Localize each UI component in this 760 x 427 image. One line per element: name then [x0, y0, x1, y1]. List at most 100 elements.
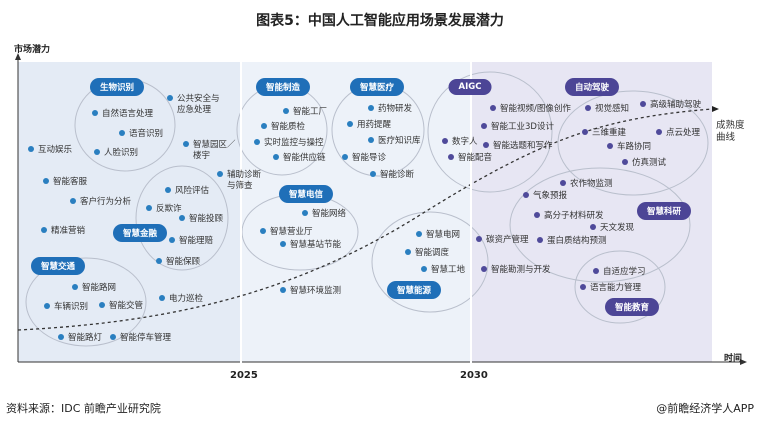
application-item-label: 智能交管 — [109, 301, 144, 311]
bullet-dot-icon — [580, 283, 586, 290]
bullet-dot-icon — [261, 122, 267, 129]
application-item-label: 风险评估 — [175, 186, 210, 196]
bullet-dot-icon — [607, 142, 613, 149]
application-item: 自适应学习 — [593, 267, 646, 278]
application-item-label: 蛋白质结构预测 — [547, 236, 607, 246]
bullet-dot-icon — [167, 94, 173, 101]
application-item-label: 智慧园区／ — [193, 140, 236, 150]
application-item-label: 智慧基站节能 — [290, 240, 342, 250]
application-item: 智能质检 — [261, 122, 305, 133]
x-axis-arrow-icon — [740, 359, 747, 365]
application-item-label: 视觉感知 — [595, 104, 630, 114]
application-item: 公共安全与 应急处理 — [167, 94, 220, 116]
category-tag: 自动驾驶 — [564, 78, 620, 96]
application-item-label: 自适应学习 — [603, 267, 646, 277]
bullet-dot-icon — [28, 145, 34, 152]
bullet-dot-icon — [58, 333, 64, 340]
application-item: 智能路灯 — [58, 333, 102, 344]
bullet-dot-icon — [273, 153, 279, 160]
application-item-label: 公共安全与 — [177, 94, 220, 104]
category-tag: 智能教育 — [604, 298, 660, 316]
bullet-dot-icon — [280, 240, 286, 247]
bullet-dot-icon — [302, 209, 308, 216]
application-item: 农作物监测 — [560, 179, 613, 190]
bullet-dot-icon — [421, 265, 427, 272]
application-item-label: 医疗知识库 — [378, 136, 421, 146]
bullet-dot-icon — [99, 301, 105, 308]
application-item: 蛋白质结构预测 — [537, 236, 607, 247]
application-item-label: 智能工业3D设计 — [491, 122, 554, 132]
bullet-dot-icon — [416, 230, 422, 237]
bullet-dot-icon — [156, 257, 162, 264]
bullet-dot-icon — [283, 107, 289, 114]
bullet-dot-icon — [448, 153, 454, 160]
bullet-dot-icon — [490, 104, 496, 111]
application-item-label: 楼宇 — [193, 151, 211, 161]
application-item-label: 农作物监测 — [570, 179, 613, 189]
application-item-label: 智能工厂 — [293, 107, 328, 117]
divider-2025 — [240, 62, 242, 367]
application-item: 电力巡检 — [159, 294, 203, 305]
application-item: 智慧营业厅 — [260, 227, 313, 238]
category-tag: 智慧能源 — [386, 281, 442, 299]
bullet-dot-icon — [347, 120, 353, 127]
application-item: 智能理赔 — [169, 236, 213, 247]
bullet-dot-icon — [254, 138, 260, 145]
application-item-label: 客户行为分析 — [80, 197, 132, 207]
bullet-dot-icon — [179, 214, 185, 221]
bullet-dot-icon — [368, 136, 374, 143]
application-item: 智能诊断 — [370, 170, 414, 181]
divider-2030 — [470, 62, 472, 367]
application-item-label: 电力巡检 — [169, 294, 204, 304]
maturity-curve-label: 成熟度 曲线 — [716, 120, 745, 144]
curve-arrow-icon — [712, 106, 719, 112]
category-tag: 智慧医疗 — [349, 78, 405, 96]
category-circle — [135, 165, 229, 271]
application-item: 精准营销 — [41, 226, 85, 237]
application-item-label: 高分子材料研发 — [544, 211, 604, 221]
application-item-label: 智能理赔 — [179, 236, 214, 246]
application-item: 智能保顾 — [156, 257, 200, 268]
application-item: 反欺诈 — [146, 204, 182, 215]
bullet-dot-icon — [72, 283, 78, 290]
application-item: 辅助诊断 与筛查 — [217, 170, 261, 192]
category-circle — [509, 167, 691, 283]
bullet-dot-icon — [585, 104, 591, 111]
application-item: 碳资产管理 — [476, 235, 529, 246]
bullet-dot-icon — [217, 170, 223, 177]
category-circle — [557, 90, 709, 196]
bullet-dot-icon — [342, 153, 348, 160]
application-item: 高分子材料研发 — [534, 211, 604, 222]
application-item: 实时监控与操控 — [254, 138, 324, 149]
bullet-dot-icon — [92, 109, 98, 116]
application-item-label: 智能客服 — [53, 177, 88, 187]
application-item: 互动娱乐 — [28, 145, 72, 156]
category-circle — [25, 257, 147, 347]
application-item-label: 人脸识别 — [104, 148, 139, 158]
application-item-label: 智慧电网 — [426, 230, 461, 240]
application-item-label: 智能调度 — [415, 248, 450, 258]
bullet-dot-icon — [41, 226, 47, 233]
application-item: 智能停车管理 — [110, 333, 171, 344]
bullet-dot-icon — [43, 177, 49, 184]
application-item-label: 应急处理 — [177, 105, 212, 115]
application-item-label: 智能保顾 — [166, 257, 201, 267]
category-tag: 智慧金融 — [112, 224, 168, 242]
application-item-label: 语音识别 — [129, 129, 164, 139]
application-item-label: 三维重建 — [592, 128, 627, 138]
category-circle — [574, 250, 666, 324]
application-item-label: 智慧营业厅 — [270, 227, 313, 237]
application-item: 智能投顾 — [179, 214, 223, 225]
source-note: 资料来源：IDC 前瞻产业研究院 — [6, 402, 161, 415]
application-item-label: 智能路灯 — [68, 333, 103, 343]
curve-label-line1: 成熟度 — [716, 120, 745, 131]
application-item: 智能路网 — [72, 283, 116, 294]
category-tag: 生物识别 — [89, 78, 145, 96]
category-tag: 智能制造 — [255, 78, 311, 96]
application-item-label: 智能配音 — [458, 153, 493, 163]
bullet-dot-icon — [94, 148, 100, 155]
application-item-label: 碳资产管理 — [486, 235, 529, 245]
application-item: 智能工厂 — [283, 107, 327, 118]
y-axis-label: 市场潜力 — [14, 45, 51, 55]
application-item: 客户行为分析 — [70, 197, 131, 208]
